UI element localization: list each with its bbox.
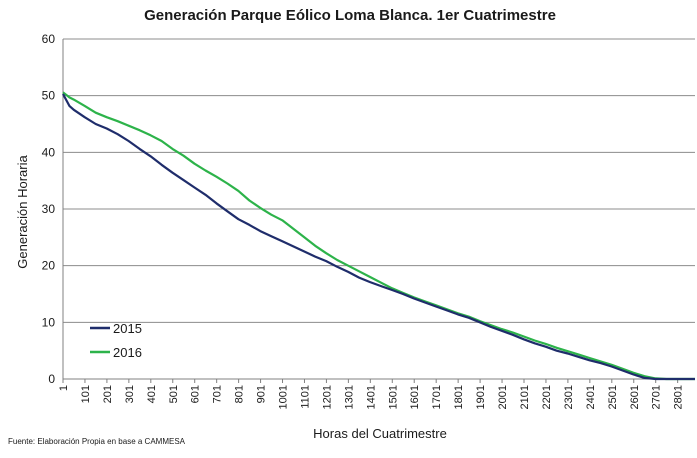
y-tick-label: 30	[42, 202, 56, 216]
x-tick-label: 1	[58, 385, 70, 391]
legend-label-2016: 2016	[113, 345, 142, 360]
y-tick-label: 0	[48, 372, 55, 386]
y-axis-ticks: 0 10 20 30 40 50 60	[42, 32, 56, 386]
x-tick-label: 601	[190, 385, 202, 403]
x-tick-label: 901	[256, 385, 268, 403]
x-tick-label: 1001	[278, 385, 290, 409]
x-axis-title: Horas del Cuatrimestre	[313, 426, 447, 441]
x-tick-label: 1701	[431, 385, 443, 409]
y-tick-label: 60	[42, 32, 56, 46]
x-tick-label: 401	[146, 385, 158, 403]
x-tick-label: 801	[234, 385, 246, 403]
y-tick-label: 20	[42, 259, 56, 273]
x-tick-label: 2501	[607, 385, 619, 409]
x-tick-label: 1201	[321, 385, 333, 409]
legend-label-2015: 2015	[113, 321, 142, 336]
series-lines	[62, 91, 695, 381]
gridlines	[62, 38, 695, 380]
x-tick-label: 301	[124, 385, 136, 403]
legend: 2015 2016	[90, 321, 142, 360]
x-tick-label: 701	[212, 385, 224, 403]
x-tick-label: 2401	[585, 385, 597, 409]
x-tick-label: 2601	[629, 385, 641, 409]
x-tick-label: 201	[102, 385, 114, 403]
x-tick-label: 2001	[497, 385, 509, 409]
x-tick-label: 2301	[563, 385, 575, 409]
y-tick-label: 50	[42, 89, 56, 103]
x-tick-label: 1901	[475, 385, 487, 409]
x-tick-label: 1401	[365, 385, 377, 409]
x-tick-label: 1101	[299, 385, 311, 409]
series-line-2016	[62, 91, 695, 381]
y-tick-label: 40	[42, 145, 56, 159]
x-tick-label: 2201	[541, 385, 553, 409]
series-line-2015	[62, 93, 695, 381]
x-axis-ticks: 1 101 201 301 401 501 601 701 801 901 1001 1101 1201…	[58, 379, 685, 409]
x-tick-label: 501	[168, 385, 180, 403]
x-tick-label: 1601	[409, 385, 421, 409]
x-tick-label: 1501	[387, 385, 399, 409]
x-tick-label: 101	[80, 385, 92, 403]
source-note: Fuente: Elaboración Propia en base a CAM…	[8, 437, 186, 446]
x-tick-label: 2801	[673, 385, 685, 409]
x-tick-label: 1801	[453, 385, 465, 409]
y-axis-title: Generación Horaria	[15, 155, 30, 269]
y-tick-label: 10	[42, 315, 56, 329]
x-tick-label: 2701	[651, 385, 663, 409]
chart-title: Generación Parque Eólico Loma Blanca. 1e…	[144, 7, 556, 24]
x-tick-label: 1301	[343, 385, 355, 409]
x-tick-label: 2101	[519, 385, 531, 409]
